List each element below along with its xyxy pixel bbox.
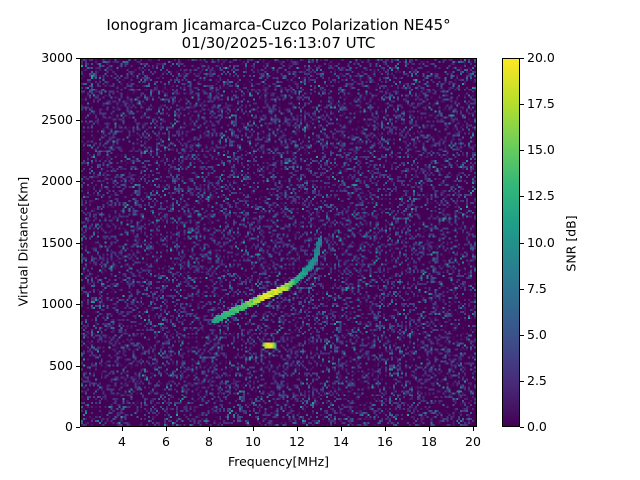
colorbar-tick-label: 2.5 (527, 373, 547, 388)
x-tick-label: 16 (377, 434, 393, 449)
x-tick (122, 427, 123, 431)
colorbar-tick (520, 58, 524, 59)
x-tick-label: 14 (333, 434, 349, 449)
y-tick (76, 120, 80, 121)
y-tick-label: 1500 (41, 235, 73, 250)
colorbar-tick-label: 7.5 (527, 281, 547, 296)
x-tick-label: 12 (289, 434, 305, 449)
colorbar-tick (520, 427, 524, 428)
x-tick-label: 4 (118, 434, 126, 449)
colorbar (502, 58, 520, 427)
x-tick (166, 427, 167, 431)
chart-title: Ionogram Jicamarca-Cuzco Polarization NE… (80, 16, 477, 52)
y-tick-label: 2500 (41, 112, 73, 127)
colorbar-tick (520, 335, 524, 336)
y-tick (76, 181, 80, 182)
x-tick (253, 427, 254, 431)
y-tick-label: 2000 (41, 173, 73, 188)
colorbar-tick-label: 5.0 (527, 327, 547, 342)
x-tick-label: 6 (162, 434, 170, 449)
colorbar-tick (520, 196, 524, 197)
x-axis-title: Frequency[MHz] (227, 454, 330, 469)
title-line-1: Ionogram Jicamarca-Cuzco Polarization NE… (106, 16, 451, 34)
title-line-2: 01/30/2025-16:13:07 UTC (181, 34, 376, 52)
y-tick (76, 427, 80, 428)
x-tick (473, 427, 474, 431)
ionogram-heatmap (81, 59, 476, 426)
x-tick-label: 18 (421, 434, 437, 449)
x-tick (209, 427, 210, 431)
y-tick-label: 1000 (41, 296, 73, 311)
colorbar-tick-label: 15.0 (527, 142, 555, 157)
colorbar-tick-label: 0.0 (527, 419, 547, 434)
colorbar-title: SNR [dB] (563, 215, 579, 272)
y-tick (76, 366, 80, 367)
x-tick (429, 427, 430, 431)
x-tick-label: 20 (465, 434, 481, 449)
colorbar-tick-label: 17.5 (527, 96, 555, 111)
colorbar-tick-label: 20.0 (527, 50, 555, 65)
y-tick-label: 500 (49, 358, 73, 373)
y-tick-label: 0 (65, 419, 73, 434)
y-tick (76, 243, 80, 244)
plot-area (80, 58, 477, 427)
y-tick (76, 304, 80, 305)
colorbar-tick (520, 381, 524, 382)
colorbar-tick (520, 104, 524, 105)
x-tick (341, 427, 342, 431)
y-axis-title: Virtual Distance[Km] (15, 176, 31, 307)
colorbar-tick (520, 289, 524, 290)
x-tick (297, 427, 298, 431)
x-tick-label: 10 (245, 434, 261, 449)
colorbar-tick (520, 150, 524, 151)
colorbar-tick (520, 243, 524, 244)
colorbar-tick-label: 10.0 (527, 235, 555, 250)
y-tick (76, 58, 80, 59)
x-tick-label: 8 (205, 434, 213, 449)
y-tick-label: 3000 (41, 50, 73, 65)
colorbar-tick-label: 12.5 (527, 188, 555, 203)
x-tick (385, 427, 386, 431)
